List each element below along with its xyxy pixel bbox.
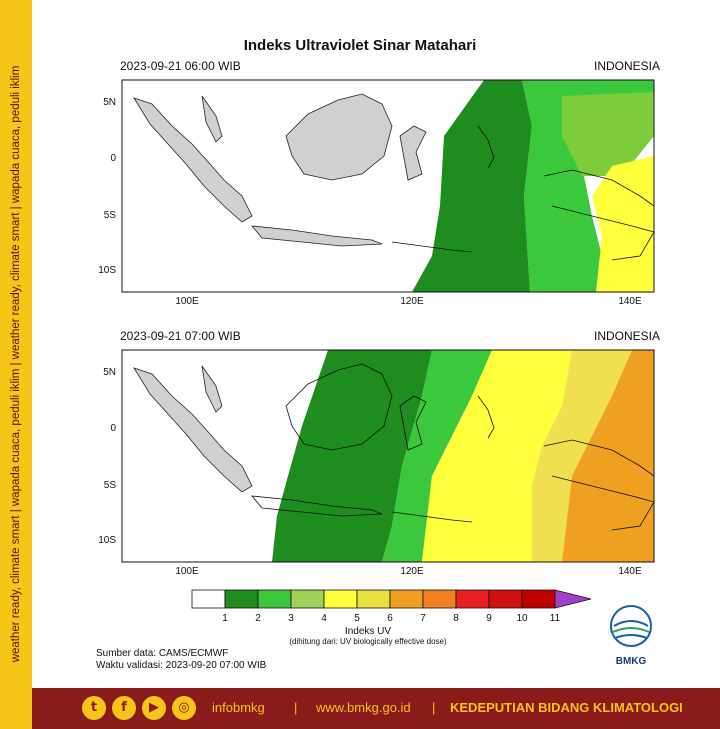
footer-separator: | <box>294 700 298 715</box>
youtube-icon[interactable]: ▶ <box>142 696 166 720</box>
footer-separator: | <box>432 700 436 715</box>
lon-ticks: 100E 120E 140E <box>175 296 642 307</box>
facebook-icon[interactable]: f <box>112 696 136 720</box>
map-panel-0600: 2023-09-21 06:00 WIB INDONESIA <box>92 56 672 320</box>
sumbawa-coast <box>391 511 473 523</box>
panel-date: 2023-09-21 07:00 WIB <box>120 329 241 343</box>
sumbawa-coast <box>391 241 473 253</box>
java-coast <box>251 495 383 517</box>
legend-tick-label: 7 <box>420 613 426 624</box>
uv-map-0700: 5N 0 5S 10S 100E 120E 140E <box>98 349 655 577</box>
legend-tick-label: 6 <box>387 613 393 624</box>
uv-field-yellow <box>422 350 572 562</box>
legend-box <box>455 589 490 609</box>
validation-line: Waktu validasi: 2023-09-20 07:00 WIB <box>96 660 267 671</box>
map-panel-0700: 2023-09-21 07:00 WIB INDONESIA <box>92 326 672 590</box>
malay-peninsula <box>201 365 223 413</box>
legend-box <box>323 589 358 609</box>
halmahera-coast <box>477 125 495 169</box>
lon-label: 140E <box>618 296 642 307</box>
sulawesi <box>399 125 427 181</box>
legend-arrow <box>554 589 592 609</box>
legend-tick-label: 8 <box>453 613 459 624</box>
papua-coast <box>543 169 654 261</box>
lat-label: 10S <box>98 535 116 546</box>
lat-label: 5S <box>104 210 117 221</box>
legend-box <box>488 589 523 609</box>
legend-subtitle: (dihitung dari: UV biologically effectiv… <box>289 637 447 646</box>
legend-tick-label: 3 <box>288 613 294 624</box>
legend-ticks: 1 2 3 4 5 6 7 8 9 10 11 <box>222 613 560 624</box>
legend-box <box>224 589 259 609</box>
java <box>251 225 383 247</box>
legend-tick-label: 9 <box>486 613 492 624</box>
legend-tick-label: 2 <box>255 613 261 624</box>
source-line: Sumber data: CAMS/ECMWF <box>96 648 229 659</box>
legend-tick-label: 11 <box>550 613 561 624</box>
side-slogan: weather ready, climate smart | wapada cu… <box>10 65 22 663</box>
legend-box <box>257 589 292 609</box>
borneo-coast <box>285 363 393 451</box>
borneo <box>285 93 393 181</box>
lon-ticks: 100E 120E 140E <box>175 566 642 577</box>
sumatra <box>133 97 253 223</box>
lon-label: 100E <box>175 296 199 307</box>
uv-field-dark-green <box>412 80 532 292</box>
footer-website[interactable]: www.bmkg.go.id <box>316 700 411 715</box>
logo-text: BMKG <box>616 656 647 667</box>
footer-band: t f ▶ ◎ infobmkg | www.bmkg.go.id | KEDE… <box>32 688 720 729</box>
side-band: weather ready, climate smart | wapada cu… <box>0 0 32 729</box>
panel-region: INDONESIA <box>593 59 660 73</box>
lat-label: 5N <box>103 97 116 108</box>
uv-legend: 1 2 3 4 5 6 7 8 9 10 11 Indeks UV (dihitung dari: … <box>191 589 592 646</box>
uv-field-light-green <box>562 92 654 176</box>
lon-label: 100E <box>175 566 199 577</box>
sumatra <box>133 367 253 493</box>
halmahera-coast <box>477 395 495 439</box>
lon-label: 120E <box>400 566 424 577</box>
instagram-icon[interactable]: ◎ <box>172 696 196 720</box>
legend-tick-label: 4 <box>321 613 327 624</box>
lat-label: 5S <box>104 480 117 491</box>
lat-ticks: 5N 0 5S 10S <box>98 367 116 546</box>
lon-label: 120E <box>400 296 424 307</box>
uv-field-green <box>522 80 654 292</box>
legend-tick-label: 10 <box>516 613 528 624</box>
page-title: Indeks Ultraviolet Sinar Matahari <box>243 37 477 54</box>
lat-label: 0 <box>110 153 116 164</box>
uv-field-green <box>382 350 492 562</box>
legend-box <box>422 589 457 609</box>
legend-box <box>389 589 424 609</box>
panel-region: INDONESIA <box>593 329 660 343</box>
bmkg-logo: BMKG <box>610 605 652 667</box>
panel-date: 2023-09-21 06:00 WIB <box>120 59 241 73</box>
legend-box <box>521 589 556 609</box>
uv-field-dark-green <box>272 350 432 562</box>
papua-coast <box>543 439 654 531</box>
legend-box <box>191 589 226 609</box>
malay-peninsula <box>201 95 223 143</box>
footer-handle[interactable]: infobmkg <box>212 700 265 715</box>
legend-tick-label: 1 <box>222 613 228 624</box>
sulawesi-coast <box>399 395 427 451</box>
lat-ticks: 5N 0 5S 10S <box>98 97 116 276</box>
uv-map-0600: 5N 0 5S 10S 100E 120E 140E <box>98 79 655 307</box>
footer-org: KEDEPUTIAN BIDANG KLIMATOLOGI <box>450 700 683 715</box>
legend-tick-label: 5 <box>354 613 360 624</box>
lat-label: 5N <box>103 367 116 378</box>
lat-label: 0 <box>110 423 116 434</box>
legend-box <box>356 589 391 609</box>
twitter-icon[interactable]: t <box>82 696 106 720</box>
lon-label: 140E <box>618 566 642 577</box>
legend-boxes <box>191 589 592 609</box>
legend-title: Indeks UV <box>345 626 391 637</box>
legend-box <box>290 589 325 609</box>
lat-label: 10S <box>98 265 116 276</box>
uv-field-orange <box>562 350 654 562</box>
